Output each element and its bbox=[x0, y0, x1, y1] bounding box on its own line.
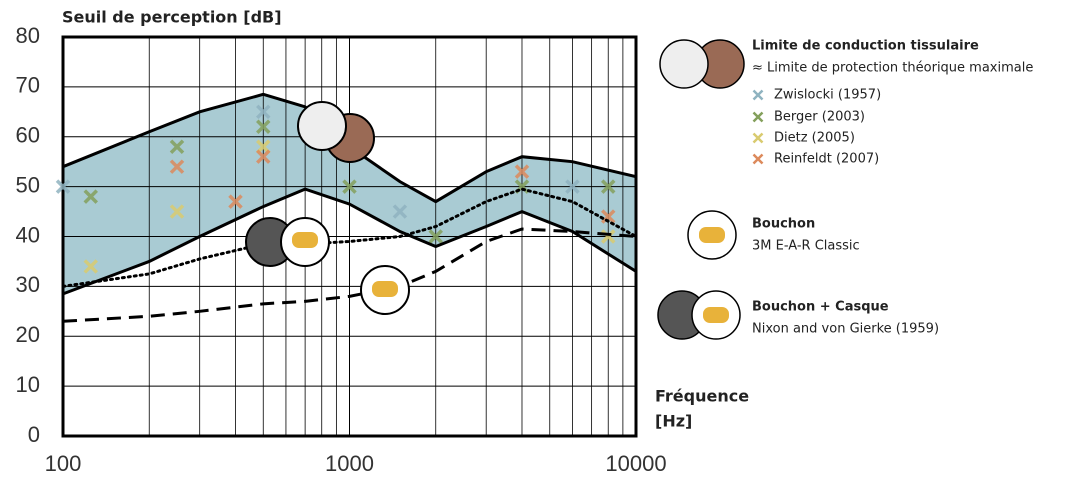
x-axis-title: [Hz] bbox=[655, 412, 692, 431]
legend-label: Bouchon + Casque bbox=[752, 300, 889, 315]
scatter-point bbox=[600, 209, 616, 224]
legend-label: Bouchon bbox=[752, 217, 815, 232]
legend-marker bbox=[752, 111, 764, 123]
legend-label: Reinfeldt (2007) bbox=[774, 152, 879, 167]
scatter-point bbox=[256, 104, 271, 120]
scatter-point bbox=[55, 179, 71, 194]
legend-note: 3M E-A-R Classic bbox=[752, 239, 860, 254]
scatter-point bbox=[600, 229, 616, 244]
scatter-point bbox=[83, 189, 99, 204]
earplug-shape bbox=[699, 227, 725, 243]
y-tick-label: 80 bbox=[16, 23, 40, 48]
scatter-point bbox=[169, 159, 185, 174]
icons bbox=[245, 39, 745, 340]
scatter-point bbox=[342, 179, 357, 194]
legend-label: Limite de conduction tissulaire bbox=[752, 39, 979, 54]
y-tick-label: 60 bbox=[16, 123, 40, 148]
legend-note: ≈ Limite de protection théorique maximal… bbox=[752, 61, 1033, 76]
y-tick-label: 0 bbox=[28, 422, 40, 447]
y-tick-label: 40 bbox=[16, 222, 40, 247]
scatter-point bbox=[256, 119, 271, 135]
legend-marker bbox=[752, 153, 764, 165]
skull-icon bbox=[659, 39, 709, 89]
legend-label: Zwislocki (1957) bbox=[774, 88, 881, 103]
scatter-point bbox=[256, 149, 271, 164]
plot-area: 0 10 20 30 40 50 60 70 80 100 1000 10000 bbox=[16, 23, 667, 476]
earplug-shape bbox=[703, 307, 729, 323]
scatter-point bbox=[228, 194, 243, 209]
legend-label: Berger (2003) bbox=[774, 110, 865, 125]
y-tick-label: 70 bbox=[16, 73, 40, 98]
scatter-point bbox=[565, 179, 580, 194]
scatter-point bbox=[428, 229, 443, 244]
skull-icon bbox=[297, 101, 347, 151]
scatter-point bbox=[392, 204, 408, 219]
scatter-point bbox=[169, 139, 185, 154]
y-tick-label: 10 bbox=[16, 372, 40, 397]
y-tick-label: 50 bbox=[16, 172, 40, 197]
line bbox=[61, 187, 638, 288]
plot-frame bbox=[61, 35, 638, 438]
earplug-shape bbox=[372, 281, 398, 297]
band-edge bbox=[62, 187, 637, 296]
y-axis-title: Seuil de perception [dB] bbox=[62, 8, 282, 27]
x-tick-label: 100 bbox=[45, 451, 82, 476]
y-tick-label: 30 bbox=[16, 272, 40, 297]
legend-label: Dietz (2005) bbox=[774, 131, 855, 146]
x-axis-title: Fréquence bbox=[655, 387, 749, 406]
legend-note: Nixon and von Gierke (1959) bbox=[752, 322, 939, 337]
scatter-point bbox=[514, 164, 530, 179]
band-edge bbox=[62, 92, 637, 204]
scatter-point bbox=[83, 259, 99, 274]
earplug-shape bbox=[292, 232, 318, 248]
scatter-point bbox=[600, 179, 616, 194]
legend-marker bbox=[752, 89, 764, 101]
legend-marker bbox=[752, 132, 764, 144]
scatter-point bbox=[169, 204, 185, 219]
x-tick-label: 1000 bbox=[325, 451, 374, 476]
x-tick-label: 10000 bbox=[605, 451, 666, 476]
y-tick-label: 20 bbox=[16, 322, 40, 347]
